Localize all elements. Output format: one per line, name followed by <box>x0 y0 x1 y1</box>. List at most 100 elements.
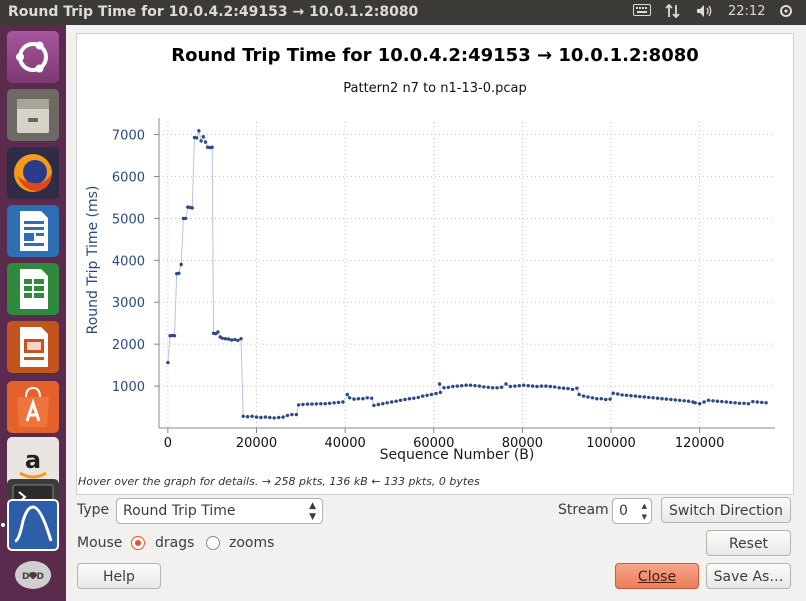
software-center-icon[interactable] <box>7 381 59 433</box>
data-point <box>390 400 394 404</box>
data-point <box>764 401 768 405</box>
drags-label[interactable]: drags <box>155 535 195 551</box>
data-point <box>566 386 570 391</box>
spin-arrows-icon: ▲ ▼ <box>309 501 316 522</box>
plot-area[interactable]: Round Trip Time for 10.0.4.2:49153 → 10.… <box>76 33 794 495</box>
data-point <box>327 401 332 405</box>
data-point <box>177 271 181 275</box>
drags-radio[interactable] <box>131 536 145 550</box>
data-point <box>203 140 208 144</box>
data-point <box>241 414 245 418</box>
calc-icon[interactable] <box>7 263 59 315</box>
data-point <box>486 385 490 389</box>
type-select[interactable]: Round Trip Time ▲ ▼ <box>116 498 323 524</box>
data-point <box>664 397 669 401</box>
data-point <box>477 384 482 388</box>
data-point <box>629 394 633 398</box>
data-point <box>263 415 268 419</box>
help-button[interactable]: Help <box>77 563 161 589</box>
data-point <box>706 398 711 402</box>
data-point <box>642 395 646 399</box>
data-point <box>233 337 237 342</box>
stream-spinner[interactable]: 0 ▲ ▼ <box>612 498 652 524</box>
data-point <box>473 384 477 388</box>
data-point <box>482 385 486 389</box>
data-point <box>236 338 240 343</box>
data-point <box>499 385 504 389</box>
data-point <box>347 396 352 400</box>
ubuntu-dash-icon[interactable] <box>7 31 59 83</box>
data-point <box>702 400 706 404</box>
network-icon[interactable] <box>665 3 681 23</box>
y-tick-label: 6000 <box>112 170 145 185</box>
settings-icon[interactable] <box>778 3 794 23</box>
data-point <box>230 338 234 342</box>
save-as-button[interactable]: Save As… <box>706 563 791 589</box>
data-point <box>179 262 183 267</box>
firefox-icon[interactable] <box>7 147 59 199</box>
data-point <box>746 402 751 406</box>
data-point <box>513 384 517 388</box>
data-point <box>310 402 314 406</box>
data-point <box>376 402 381 407</box>
data-point <box>751 399 755 404</box>
x-tick-label: 40000 <box>324 436 365 451</box>
data-point <box>268 415 272 420</box>
running-indicator <box>1 523 5 527</box>
reset-button[interactable]: Reset <box>706 530 791 556</box>
data-point <box>425 393 429 397</box>
data-point <box>226 337 231 341</box>
stepper-icon[interactable]: ▲ ▼ <box>641 502 647 521</box>
data-point <box>517 384 521 388</box>
data-point <box>669 397 673 402</box>
x-tick-label: 60000 <box>413 436 454 451</box>
data-point <box>733 401 737 405</box>
data-point <box>352 397 356 401</box>
x-tick-label: 20000 <box>236 436 277 451</box>
volume-icon[interactable] <box>695 3 715 23</box>
data-point <box>620 393 624 397</box>
keyboard-icon[interactable] <box>633 3 651 21</box>
data-point <box>294 412 299 417</box>
data-point <box>660 397 664 401</box>
wireshark-icon[interactable] <box>7 499 59 551</box>
impress-icon[interactable] <box>7 321 59 373</box>
data-point <box>365 396 369 400</box>
data-point <box>239 337 243 341</box>
data-point <box>290 412 294 417</box>
data-point <box>548 384 552 389</box>
data-point <box>412 396 416 400</box>
switch-direction-button[interactable]: Switch Direction <box>661 497 791 523</box>
data-point <box>223 337 228 341</box>
data-point <box>460 384 464 388</box>
data-point <box>442 386 446 390</box>
data-point <box>575 386 579 390</box>
data-point <box>711 399 715 403</box>
rtt-chart[interactable]: Round Trip Time for 10.0.4.2:49153 → 10.… <box>77 34 793 474</box>
data-point <box>277 415 281 420</box>
zooms-label[interactable]: zooms <box>229 535 275 551</box>
data-point <box>437 382 442 386</box>
y-tick-label: 2000 <box>112 338 145 353</box>
data-point <box>323 402 327 406</box>
data-point <box>530 384 535 388</box>
dvd-icon[interactable]: DVD <box>7 555 59 595</box>
close-button[interactable]: Close <box>615 563 699 589</box>
data-point <box>183 216 188 221</box>
data-point <box>526 384 530 388</box>
files-icon[interactable] <box>7 89 59 141</box>
clock[interactable]: 22:12 <box>728 4 766 19</box>
data-point <box>604 397 608 402</box>
data-point <box>370 396 374 400</box>
zooms-radio[interactable] <box>206 536 220 550</box>
data-point <box>633 394 638 398</box>
type-label: Type <box>77 502 110 518</box>
data-point <box>250 414 254 418</box>
data-point <box>760 400 764 405</box>
writer-icon[interactable] <box>7 205 59 257</box>
data-point <box>272 416 276 420</box>
data-point <box>590 396 595 400</box>
data-point <box>438 390 443 395</box>
data-point <box>332 401 336 405</box>
y-tick-label: 3000 <box>112 296 145 311</box>
